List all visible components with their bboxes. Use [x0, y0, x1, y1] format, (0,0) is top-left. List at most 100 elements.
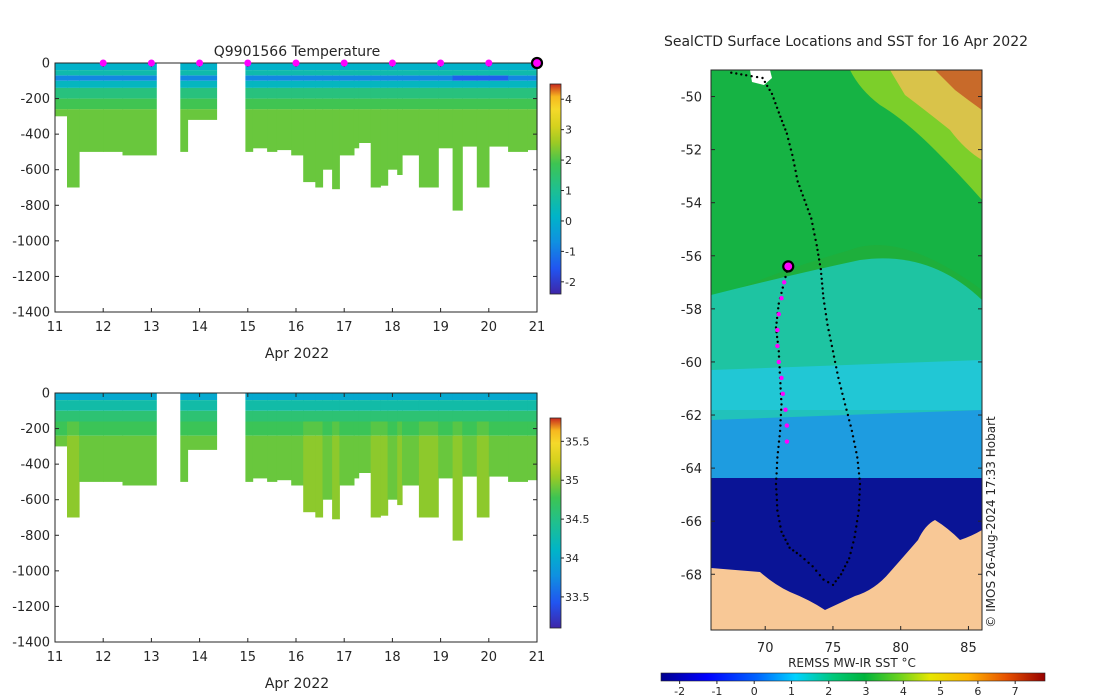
track-point [787, 137, 790, 141]
colorbar-tick-label: 35 [565, 474, 579, 487]
temperature-panel: Q9901566 Temperature 0 -200 -400 -600 -800 -1… [12, 44, 576, 362]
track-point [780, 530, 783, 533]
y-tick-label: -1000 [12, 234, 50, 249]
profile-cell [122, 87, 157, 99]
current-day-marker [530, 56, 544, 70]
profile-cell [387, 87, 398, 99]
colorbar-tick-label: 2 [565, 154, 572, 167]
temperature-colorbar [549, 83, 562, 295]
track-point [842, 397, 845, 401]
profile-cell [452, 63, 463, 71]
profile-cell [103, 70, 124, 76]
track-point [788, 143, 791, 146]
track-point [779, 525, 782, 528]
antarctic-land [711, 520, 982, 630]
profile-cell [358, 80, 372, 88]
profile-cell [508, 98, 528, 110]
day-marker [99, 59, 107, 67]
profile-cell [332, 435, 340, 520]
profile-cell [370, 393, 381, 401]
track-point [813, 233, 816, 236]
profile-cell [452, 421, 463, 436]
profile-cell [291, 421, 304, 436]
profile-cell [332, 63, 340, 71]
track-point [815, 244, 818, 247]
profile-cell [322, 70, 333, 76]
profile-cell [452, 80, 463, 88]
track-point [838, 382, 841, 385]
colorbar-tick-label: 34.5 [565, 513, 590, 526]
track-point [784, 538, 787, 541]
profile-cell [353, 435, 360, 479]
profile-cell [402, 75, 420, 81]
track-point [816, 248, 819, 252]
profile-cell [397, 393, 403, 401]
lon-tick-label: 75 [825, 641, 842, 656]
x-tick-label: 14 [191, 320, 208, 335]
x-tick-label: 19 [432, 650, 449, 665]
profile-cell [187, 80, 218, 88]
track-point [806, 208, 810, 211]
track-point [794, 169, 797, 173]
profile-cell [291, 75, 304, 81]
x-tick-label: 19 [432, 320, 449, 335]
profile-cell [508, 70, 528, 76]
profile-cell [180, 393, 189, 401]
profile-cell [122, 435, 157, 486]
profile-cell [187, 109, 218, 120]
track-point [858, 498, 861, 502]
sst-colorbar-tick-label: -1 [711, 685, 722, 698]
temperature-colorbar-ticks: -2 -1 0 1 2 3 4 [561, 93, 576, 289]
track-point [825, 318, 828, 321]
profile-cell [370, 400, 381, 411]
track-point [795, 551, 798, 555]
lat-tick-label: -50 [681, 91, 702, 106]
profile-cell [303, 435, 316, 513]
track-point [814, 238, 817, 242]
x-tick-label: 20 [481, 650, 498, 665]
profile-cell [370, 410, 381, 422]
profile-cell [418, 109, 439, 188]
track-point [782, 124, 785, 127]
x-tick-label: 17 [336, 320, 353, 335]
salinity-x-label: Apr 2022 [265, 676, 329, 692]
x-tick-label: 21 [529, 650, 546, 665]
profile-cell [276, 80, 292, 88]
track-point [793, 164, 796, 167]
track-point [849, 551, 852, 555]
profile-cell [358, 435, 372, 473]
profile-cell [508, 80, 528, 88]
profile-cell [380, 87, 389, 99]
map-longitude-axis: 70 75 80 85 [757, 626, 977, 656]
profile-cell [303, 109, 316, 183]
profile-cell [315, 63, 324, 71]
profile-cell [291, 410, 304, 422]
track-point [857, 466, 860, 470]
lat-tick-label: -68 [681, 568, 702, 583]
profile-cell [252, 393, 268, 401]
profile-cell [402, 80, 420, 88]
track-point [843, 403, 847, 406]
track-point [763, 80, 767, 84]
track-point [843, 565, 847, 568]
profile-cell [187, 421, 218, 436]
profile-cell [339, 80, 355, 88]
recent-track-point [776, 359, 781, 365]
y-tick-label: -1400 [12, 636, 50, 651]
profile-cell [387, 75, 398, 81]
track-point [811, 222, 814, 226]
profile-cell [303, 80, 316, 88]
profile-cell [276, 70, 292, 76]
recent-track-point [782, 280, 787, 285]
profile-cell [79, 70, 104, 76]
track-point [779, 419, 782, 422]
profile-cell [476, 393, 490, 401]
profile-cell [315, 87, 324, 99]
lon-tick-label: 85 [960, 641, 977, 656]
profile-cell [380, 421, 389, 436]
profile-cell [358, 109, 372, 143]
profile-cell [67, 80, 80, 88]
profile-cell [476, 98, 490, 110]
recent-track-point [784, 439, 790, 444]
